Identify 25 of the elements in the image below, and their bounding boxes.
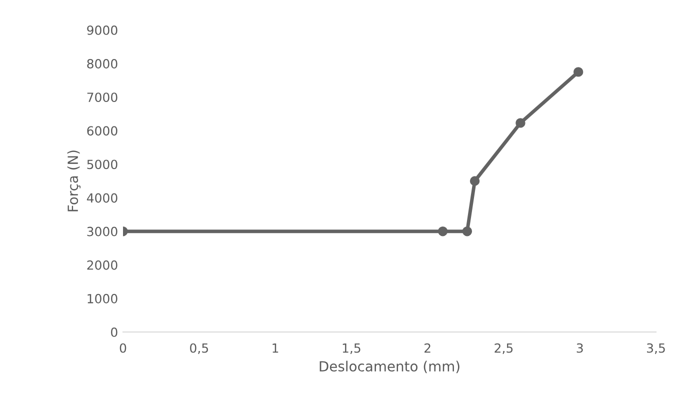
x-tick-label: 1,5 [342, 343, 360, 354]
y-tick-label: 4000 [86, 193, 118, 203]
x-tick-label: 1 [272, 343, 278, 353]
y-tick-label: 1000 [88, 294, 118, 304]
y-tick-label: 7000 [87, 92, 118, 102]
x-axis-title: Deslocamento (mm) [320, 360, 460, 374]
x-tick-label: 3 [576, 343, 583, 353]
x-tick-label: 3,5 [647, 343, 665, 354]
x-tick-label: 2,5 [494, 343, 513, 354]
point [438, 226, 448, 236]
y-tick-label: 9000 [87, 25, 118, 35]
x-tick-label: 2 [424, 343, 430, 353]
y-tick-label: 2000 [87, 260, 118, 270]
point [470, 176, 480, 186]
y-tick-label: 6000 [87, 126, 118, 136]
y-axis-title: Força (N) [67, 150, 81, 212]
x-tick-label: 0,5 [190, 343, 208, 354]
point [462, 226, 472, 236]
y-tick-label: 3000 [87, 226, 118, 236]
x-tick-label: 0 [120, 343, 126, 353]
y-tick-label: 0 [111, 327, 118, 337]
y-tick-label: 8000 [87, 59, 118, 68]
point [573, 67, 584, 77]
point [516, 118, 526, 128]
y-tick-label: 5000 [87, 160, 118, 170]
